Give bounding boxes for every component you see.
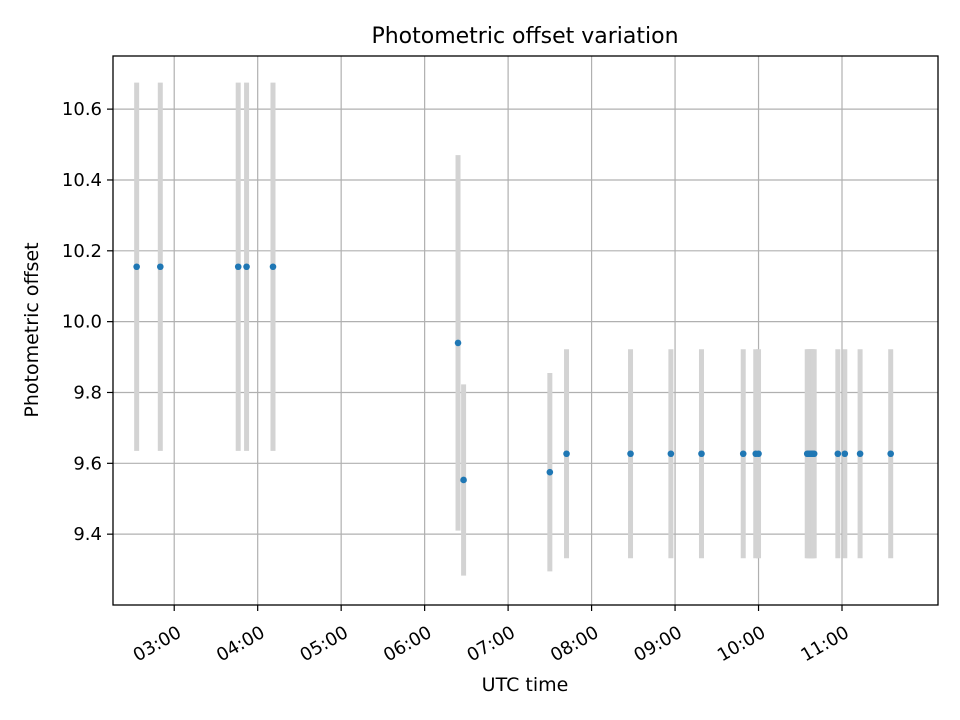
data-point: [810, 450, 818, 458]
data-point: [755, 450, 762, 458]
data-point: [234, 263, 242, 271]
y-tick-label: 10.2: [62, 241, 102, 262]
x-axis-label: UTC time: [482, 674, 569, 696]
plot-frame: [112, 55, 939, 606]
data-point: [887, 450, 894, 458]
data-point: [739, 450, 747, 458]
data-point: [269, 263, 277, 271]
chart-title: Photometric offset variation: [371, 24, 678, 49]
data-point: [627, 450, 634, 458]
data-point: [856, 450, 864, 458]
data-point: [243, 263, 250, 271]
data-point: [563, 450, 570, 458]
data-point: [546, 468, 554, 476]
data-point: [834, 450, 842, 458]
data-point: [460, 476, 467, 484]
data-points: [133, 263, 894, 484]
y-axis-ticks: 9.4 9.6 9.8 10.0 10.2 10.4 10.6: [62, 99, 113, 545]
y-tick-label: 9.4: [73, 524, 102, 545]
y-tick-label: 9.6: [73, 453, 102, 474]
data-point: [454, 339, 462, 347]
data-point: [698, 450, 705, 458]
data-point: [133, 263, 140, 271]
data-point: [157, 263, 164, 271]
y-tick-label: 9.8: [73, 382, 102, 403]
y-tick-label: 10.6: [62, 99, 102, 120]
data-point: [841, 450, 849, 458]
data-point: [667, 450, 675, 458]
y-tick-label: 10.0: [62, 312, 102, 333]
y-axis-label: Photometric offset: [21, 242, 43, 417]
y-tick-label: 10.4: [62, 170, 102, 191]
grid-lines: [113, 56, 938, 605]
